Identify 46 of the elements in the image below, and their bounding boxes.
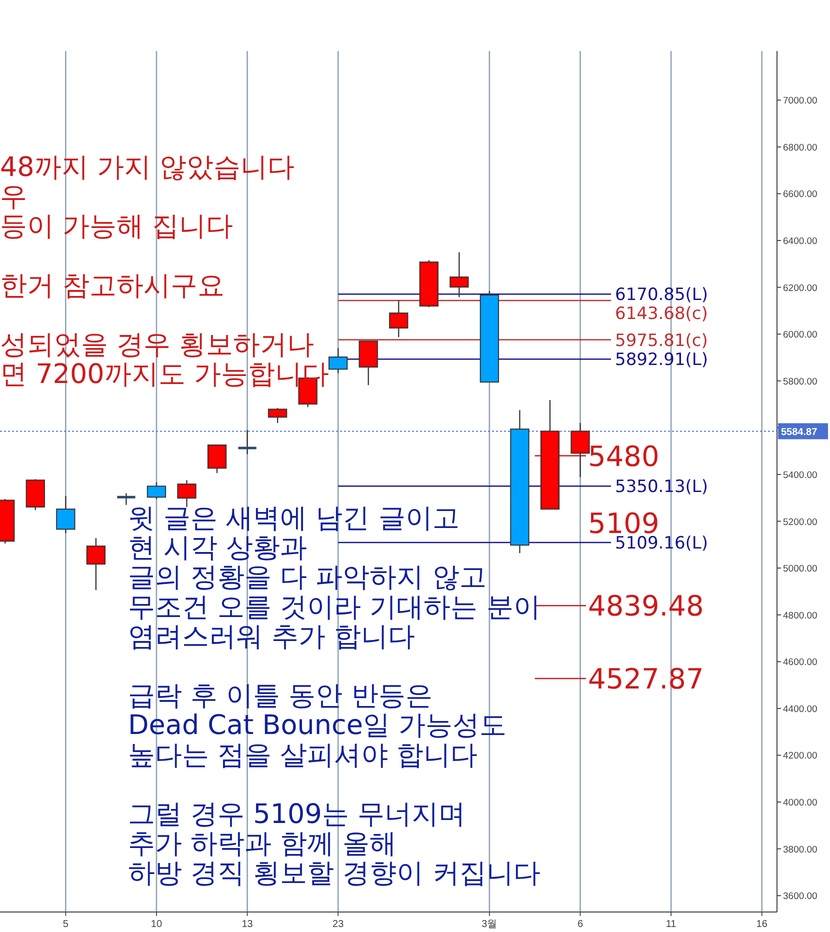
candlestick xyxy=(207,444,227,474)
y-tick-label: 6400.00 xyxy=(783,236,818,248)
x-tick-label: 11 xyxy=(666,919,677,930)
y-tick-label: 4400.00 xyxy=(783,704,818,715)
x-tick-label: 6 xyxy=(577,919,584,930)
x-tick-label: 10 xyxy=(150,919,162,930)
x-tick-label: 16 xyxy=(756,919,768,930)
candlestick xyxy=(146,482,166,500)
candlestick xyxy=(268,407,288,424)
y-tick-label: 4200.00 xyxy=(783,750,818,762)
y-tick-label: 7000.00 xyxy=(783,96,818,107)
y-tick-label: 4000.00 xyxy=(783,798,818,809)
candlestick xyxy=(56,495,76,534)
ref-line-label: 6143.68(c) xyxy=(615,304,708,324)
y-tick-label: 6000.00 xyxy=(783,330,818,341)
candlestick xyxy=(450,252,469,298)
y-tick-label: 3600.00 xyxy=(783,891,818,902)
y-tick-label: 4800.00 xyxy=(783,610,818,622)
ref-line-label: 5892.91(L) xyxy=(615,350,708,370)
candlestick xyxy=(86,538,106,591)
y-tick-label: 3800.00 xyxy=(783,844,818,856)
y-tick-label: 5200.00 xyxy=(783,516,818,528)
annotation: 48까지 가지 않았습니다 우 등이 가능해 집니다 한거 참고하시구요 성되었을 경우 횡보하거나 면 7200까지도 가능합니다 xyxy=(0,152,329,390)
y-tick-label: 5800.00 xyxy=(783,376,818,388)
ref-line-label: 6170.85(L) xyxy=(615,285,708,306)
ref-line-label: 4527.87 xyxy=(588,662,704,696)
x-tick-label: 3월 xyxy=(482,919,498,930)
candlestick xyxy=(570,422,590,478)
candlestick xyxy=(177,479,196,508)
candlestick xyxy=(389,300,408,338)
text: 윗 글은 새벽에 남긴 글이고 현 시각 상황과 글의 정황을 다 파악하지 않고 무조건 오를 것이라 기대하는 분이 염려스러워 추가 합니다 급락 후 이틀 동안 반등은 Dead Cat Bounce일 가능성도 높다는 점을 살피셔야 합니다 그럴 경우 5109는 무너지며 추가 하락과 함께 올해 하방 경직 횡보할 경향이 커집니다 xyxy=(128,503,540,890)
x-tick-label: 13 xyxy=(242,919,254,930)
y-tick-label: 6800.00 xyxy=(783,142,818,154)
y-tick-label: 4600.00 xyxy=(783,657,818,668)
ref-line-label: 5975.81(c) xyxy=(615,330,708,351)
x-tick-label: 5 xyxy=(62,919,69,930)
candlestick xyxy=(328,348,348,374)
y-tick-label: 6200.00 xyxy=(783,282,818,294)
y-tick-label: 5400.00 xyxy=(783,470,818,481)
ref-line-label: 5480 xyxy=(588,440,660,473)
y-tick-label: 5000.00 xyxy=(783,564,818,575)
ref-line-label: 4839.48 xyxy=(588,590,704,623)
x-tick-label: 23 xyxy=(332,919,344,930)
ref-line-label: 5350.13(L) xyxy=(615,477,708,498)
y-tick-label: 6600.00 xyxy=(783,189,818,200)
ref-line-label: 5584.87 xyxy=(781,427,818,438)
